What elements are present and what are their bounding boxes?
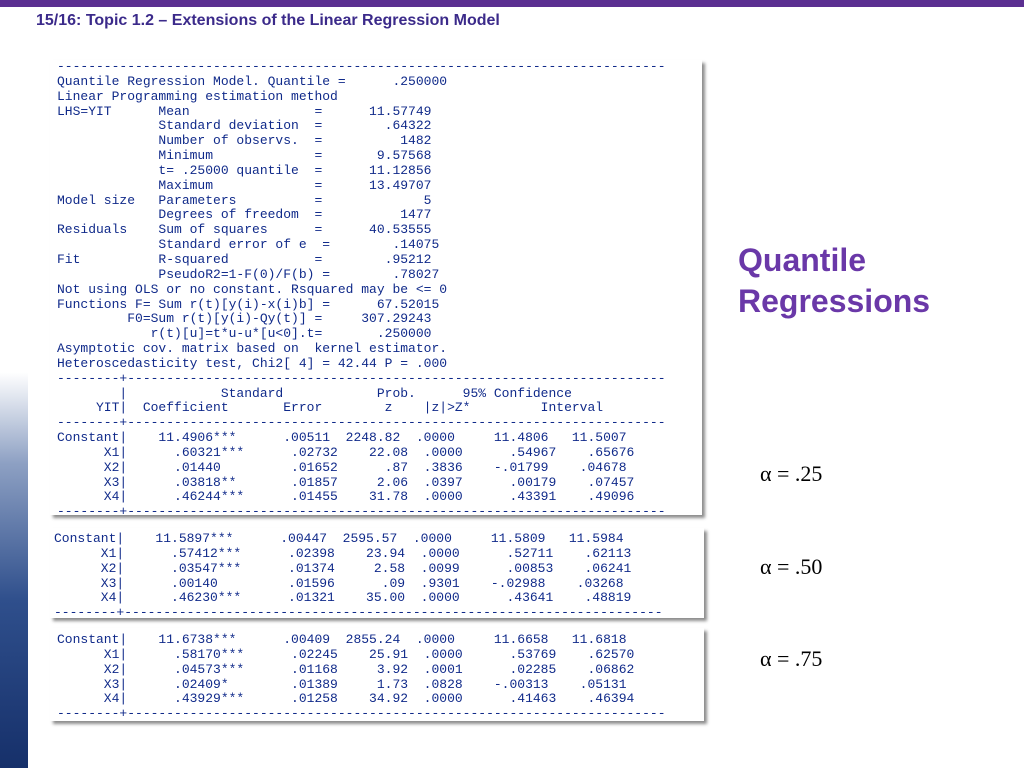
title-line: Quantile — [738, 242, 867, 278]
output-line: Standard error of e = .14075 — [57, 237, 440, 253]
output-line: r(t)[u]=t*u-u*[u<0].t= .250000 — [57, 326, 432, 342]
output-line: LHS=YIT Mean = 11.57749 — [57, 103, 432, 119]
output-line: X1| .58170*** .02245 25.91 .0000 .53769 … — [57, 646, 635, 662]
output-line: Constant| 11.6738*** .00409 2855.24 .000… — [57, 632, 627, 647]
left-accent-bar — [0, 7, 28, 768]
output-lines: Constant| 11.5897*** .00447 2595.57 .000… — [54, 531, 663, 618]
output-line: Maximum = 13.49707 — [57, 177, 432, 193]
alpha-label-25: α = .25 — [760, 461, 823, 486]
output-lines: Constant| 11.6738*** .00409 2855.24 .000… — [57, 632, 666, 721]
output-line: Constant| 11.4906*** .00511 2248.82 .000… — [57, 430, 627, 446]
slide-header: 15/16: Topic 1.2 – Extensions of the Lin… — [36, 12, 500, 29]
output-line: Degrees of freedom = 1477 — [57, 207, 432, 223]
output-line: X4| .46230*** .01321 35.00 .0000 .43641 … — [54, 590, 632, 606]
output-lines: ----------------------------------------… — [57, 60, 666, 515]
alpha-label-50: α = .50 — [760, 554, 823, 579]
regression-output-q50: Constant| 11.5897*** .00447 2595.57 .000… — [50, 528, 704, 618]
output-line: Constant| 11.5897*** .00447 2595.57 .000… — [54, 531, 624, 546]
output-line: Asymptotic cov. matrix based on kernel e… — [57, 341, 448, 357]
output-line: Quantile Regression Model. Quantile = .2… — [57, 73, 448, 89]
output-line: Not using OLS or no constant. Rsquared m… — [57, 281, 448, 297]
output-line: --------+-------------------------------… — [57, 415, 666, 431]
output-line: X3| .03818** .01857 2.06 .0397 .00179 .0… — [57, 474, 635, 490]
regression-output-q75: Constant| 11.6738*** .00409 2855.24 .000… — [50, 628, 704, 721]
output-line: Residuals Sum of squares = 40.53555 — [57, 222, 432, 238]
output-line: | Standard Prob. 95% Confidence — [57, 385, 572, 401]
output-line: Functions F= Sum r(t)[y(i)-x(i)b] = 67.5… — [57, 296, 440, 312]
output-line: --------+-------------------------------… — [57, 504, 666, 515]
output-line: X4| .46244*** .01455 31.78 .0000 .43391 … — [57, 489, 635, 505]
output-line: X2| .01440 .01652 .87 .3836 -.01799 .046… — [57, 459, 627, 475]
output-line: Fit R-squared = .95212 — [57, 251, 432, 267]
alpha-label-75: α = .75 — [760, 646, 823, 671]
output-line: Number of observs. = 1482 — [57, 133, 432, 149]
output-line: X2| .04573*** .01168 3.92 .0001 .02285 .… — [57, 661, 635, 677]
output-line: PseudoR2=1-F(0)/F(b) = .78027 — [57, 266, 440, 282]
output-line: ----------------------------------------… — [57, 60, 666, 74]
slide-title: Quantile Regressions — [738, 240, 930, 322]
top-accent-bar — [0, 0, 1024, 7]
output-line: --------+-------------------------------… — [54, 605, 663, 618]
output-line: X3| .00140 .01596 .09 .9301 -.02988 .032… — [54, 575, 624, 591]
output-line: Heteroscedasticity test, Chi2[ 4] = 42.4… — [57, 355, 448, 371]
output-line: t= .25000 quantile = 11.12856 — [57, 162, 432, 178]
output-line: Model size Parameters = 5 — [57, 192, 432, 208]
output-line: --------+-------------------------------… — [57, 370, 666, 386]
output-line: X1| .60321*** .02732 22.08 .0000 .54967 … — [57, 444, 635, 460]
output-line: Minimum = 9.57568 — [57, 148, 432, 164]
output-line: Standard deviation = .64322 — [57, 118, 432, 134]
regression-output-q25: ----------------------------------------… — [50, 60, 702, 515]
output-line: X4| .43929*** .01258 34.92 .0000 .41463 … — [57, 691, 635, 707]
title-line: Regressions — [738, 283, 931, 319]
output-line: X2| .03547*** .01374 2.58 .0099 .00853 .… — [54, 560, 632, 576]
output-line: F0=Sum r(t)[y(i)-Qy(t)] = 307.29243 — [57, 311, 432, 327]
output-line: --------+-------------------------------… — [57, 706, 666, 721]
output-line: X3| .02409* .01389 1.73 .0828 -.00313 .0… — [57, 676, 627, 692]
output-line: YIT| Coefficient Error z |z|>Z* Interval — [57, 400, 604, 416]
output-line: Linear Programming estimation method — [57, 88, 338, 104]
output-line: X1| .57412*** .02398 23.94 .0000 .52711 … — [54, 545, 632, 561]
